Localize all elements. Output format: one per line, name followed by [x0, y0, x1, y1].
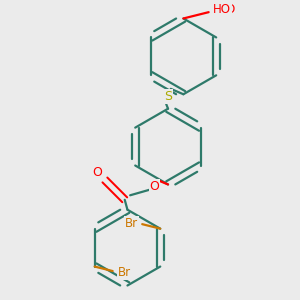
Text: H: H	[220, 4, 228, 14]
Text: Br: Br	[125, 217, 138, 230]
Text: O: O	[226, 3, 235, 16]
Text: O: O	[92, 166, 102, 179]
Text: O: O	[150, 180, 159, 193]
Text: S: S	[164, 90, 172, 103]
Text: Br: Br	[118, 266, 131, 279]
Text: HO: HO	[213, 3, 231, 16]
